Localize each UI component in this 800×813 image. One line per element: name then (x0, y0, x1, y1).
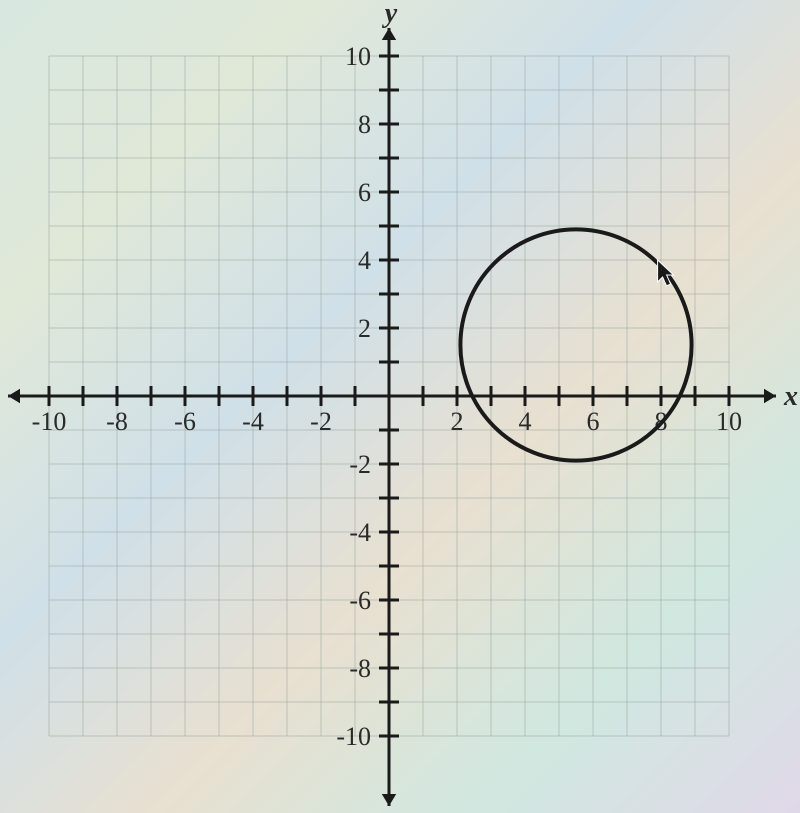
y-tick-label: 4 (358, 246, 371, 275)
x-tick-label: 4 (519, 407, 532, 436)
x-tick-label: 6 (587, 407, 600, 436)
x-tick-label: -10 (32, 407, 67, 436)
x-tick-label: 10 (716, 407, 742, 436)
x-axis-arrow-left (8, 389, 20, 403)
y-axis-arrow-down (382, 794, 396, 806)
y-tick-label: -2 (349, 450, 371, 479)
y-axis-label: y (382, 0, 398, 29)
y-tick-label: 2 (358, 314, 371, 343)
x-tick-label: -8 (106, 407, 128, 436)
chart-svg: -10-8-6-4-2246810-10-8-6-4-2246810xy (0, 0, 800, 813)
y-axis-arrow-up (382, 28, 396, 40)
plotted-circle (460, 229, 691, 460)
y-tick-label: 10 (345, 42, 371, 71)
x-axis-label: x (783, 381, 798, 412)
x-tick-label: -2 (310, 407, 332, 436)
y-tick-label: -10 (336, 722, 371, 751)
x-tick-label: -4 (242, 407, 264, 436)
y-tick-label: -8 (349, 654, 371, 683)
y-tick-label: -6 (349, 586, 371, 615)
coordinate-chart: -10-8-6-4-2246810-10-8-6-4-2246810xy (0, 0, 800, 813)
y-tick-label: 8 (358, 110, 371, 139)
x-tick-label: 2 (451, 407, 464, 436)
x-axis-arrow-right (764, 389, 776, 403)
y-tick-label: -4 (349, 518, 371, 547)
y-tick-label: 6 (358, 178, 371, 207)
x-tick-label: -6 (174, 407, 196, 436)
